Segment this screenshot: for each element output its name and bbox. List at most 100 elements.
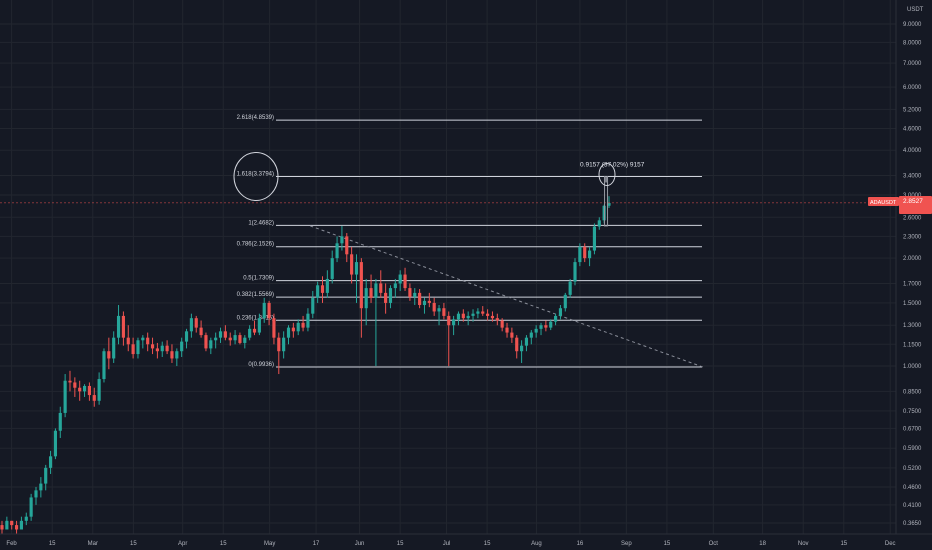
time-axis[interactable]: Feb 15 Mar 15 Apr 15 May 17 Jun 15 Jul 15 Aug 16 Sep 15… (0, 533, 932, 547)
candle-body (461, 313, 465, 319)
measure-label: 0.9157 (37.02%) 9157 (580, 161, 645, 168)
candle-body (345, 236, 349, 255)
time-tick-label: Feb (6, 541, 17, 547)
candle-body (262, 302, 266, 319)
fibonacci-levels[interactable]: 2.618(4.8539) 1.618(3.3794) 1(2.4682) 0.786… (237, 115, 702, 368)
candle-body (539, 325, 543, 329)
price-tick-label: 9.0000 (903, 22, 922, 28)
candle-body (568, 281, 572, 295)
time-tick-label: Dec (885, 541, 896, 547)
candle-body (524, 337, 529, 346)
candle-body (82, 385, 87, 392)
candle-body (5, 520, 9, 530)
candle-body (68, 380, 72, 383)
candle-body (335, 243, 339, 259)
fib-label: 0.382(1.5569) (237, 292, 274, 298)
price-tick-label: 4.6000 (903, 126, 922, 132)
candle-body (408, 288, 412, 297)
measure-tool[interactable]: 0.9157 (37.02%) 9157 (580, 161, 645, 227)
candle-body (112, 337, 116, 359)
time-tick-label: Nov (798, 541, 809, 547)
candle-body (364, 288, 368, 309)
candle-body (126, 337, 130, 345)
time-tick-label: Oct (709, 541, 719, 547)
candle-body (19, 520, 24, 530)
candle-body (578, 246, 582, 263)
candle-body (63, 380, 67, 413)
candle-body (233, 335, 237, 341)
highlight-circle[interactable] (233, 151, 279, 201)
candle-body (549, 321, 553, 328)
time-tick-label: 15 (220, 541, 227, 547)
candle-body (486, 313, 490, 316)
candle-body (607, 203, 611, 206)
price-tick-label: 3.4000 (903, 174, 922, 180)
candle-body (350, 254, 354, 275)
candle-body (175, 351, 179, 359)
candle-body (184, 331, 189, 342)
candle-body (413, 292, 417, 297)
candle-body (374, 283, 378, 298)
fib-label: 0.5(1.7309) (243, 276, 274, 282)
candle-body (544, 325, 548, 328)
candle-body (520, 345, 524, 352)
price-tick-label: 0.4100 (903, 503, 922, 509)
candle-body (107, 351, 111, 359)
candle-body (10, 520, 14, 526)
trendline[interactable] (310, 225, 705, 369)
candle-body (466, 315, 470, 319)
candle-body (456, 313, 461, 320)
candle-body (238, 335, 242, 343)
current-price-label: 2.8527 (903, 198, 923, 205)
candle-body (437, 308, 441, 312)
candle-body (243, 337, 247, 343)
price-tick-label: 0.5200 (903, 466, 922, 472)
price-tick-label: 1.0000 (903, 364, 922, 370)
candle-body (500, 320, 504, 328)
candle-body (418, 292, 422, 306)
candle-body (301, 322, 305, 328)
fib-label: 0.786(2.1526) (237, 242, 274, 248)
candle-body (379, 283, 383, 293)
price-tick-label: 0.6700 (903, 426, 922, 432)
price-tick-label: 6.0000 (903, 85, 922, 91)
candle-body (214, 337, 218, 341)
candle-body (170, 351, 174, 359)
candle-body (534, 328, 538, 333)
candle-body (529, 332, 533, 338)
price-tick-label: 8.0000 (903, 40, 922, 46)
candle-body (447, 315, 451, 326)
symbol-tag-label: ADAUSDT (870, 200, 897, 206)
candle-body (102, 351, 106, 380)
candle-body (116, 315, 121, 338)
candle-body (131, 344, 135, 355)
candle-body (248, 328, 252, 338)
candle-body (277, 337, 281, 352)
candle-body (393, 283, 397, 289)
candle-body (267, 302, 271, 319)
candle-body (495, 318, 499, 321)
candle-body (121, 315, 125, 338)
candle-body (340, 236, 344, 244)
price-tick-label: 4.0000 (903, 148, 922, 154)
price-tick-label: 0.8500 (903, 389, 922, 395)
candle-body (515, 337, 519, 352)
price-axis[interactable]: USDT 9.0000 8.0000 7.0000 6.0000 5.2000 4.600… (868, 0, 932, 534)
target-circle[interactable] (598, 162, 616, 186)
candle-body (48, 456, 53, 468)
candle-body (592, 226, 597, 251)
time-tick-label: 15 (840, 541, 847, 547)
candle-body (286, 327, 291, 338)
price-tick-label: 1.7000 (903, 281, 922, 287)
candle-body (282, 337, 286, 352)
candle-body (97, 379, 101, 401)
candle-body (505, 327, 509, 333)
time-tick-label: Mar (88, 541, 98, 547)
price-tick-label: 0.7500 (903, 409, 922, 415)
time-tick-label: 15 (664, 541, 671, 547)
candle-body (563, 294, 567, 309)
candle-body (597, 220, 601, 227)
candle-body (223, 331, 227, 338)
